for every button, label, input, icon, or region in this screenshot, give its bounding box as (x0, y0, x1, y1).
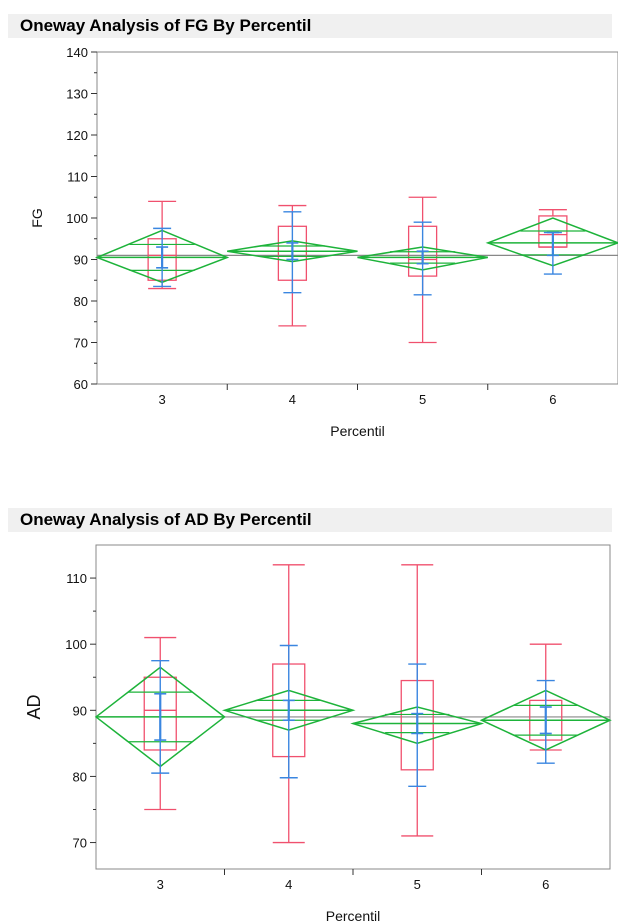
panel-title-ad: Oneway Analysis of AD By Percentil (20, 510, 312, 529)
plot-frame (96, 51, 618, 385)
x-tick-label: 4 (289, 392, 296, 407)
x-axis-label: Percentil (326, 908, 380, 922)
y-tick-label: 110 (67, 170, 88, 185)
y-tick-label: 120 (66, 128, 88, 143)
x-tick-label: 5 (414, 877, 421, 892)
x-tick-label: 4 (285, 877, 292, 892)
y-tick-label: 80 (73, 769, 87, 784)
x-tick-label: 3 (159, 392, 166, 407)
plot-frame (95, 544, 611, 870)
panel-header-fg: Oneway Analysis of FG By Percentil (8, 14, 612, 38)
y-tick-label: 130 (66, 87, 88, 102)
x-axis-label: Percentil (330, 423, 384, 439)
means-diamond (485, 217, 618, 267)
y-tick-label: 110 (66, 571, 87, 586)
y-axis-label: AD (24, 694, 44, 719)
y-axis-label: FG (29, 208, 45, 227)
x-tick-label: 6 (542, 877, 549, 892)
y-tick-label: 70 (73, 836, 87, 851)
ad-oneway-chart: 70 80 90 100 110 3 4 5 6 Percentil AD (24, 544, 612, 922)
y-tick-label: 90 (73, 703, 87, 718)
fg-oneway-chart: 60 70 80 90 100 110 120 130 140 3 4 5 6 Percentil FG (29, 45, 618, 439)
x-tick-label: 6 (549, 392, 556, 407)
panel-header-ad: Oneway Analysis of AD By Percentil (8, 508, 612, 532)
y-tick-label: 100 (66, 211, 88, 226)
y-tick-label: 90 (74, 253, 88, 268)
y-tick-label: 60 (74, 377, 88, 392)
x-tick-label: 3 (157, 877, 164, 892)
y-tick-label: 70 (74, 336, 88, 351)
y-tick-label: 100 (65, 637, 87, 652)
y-tick-label: 80 (74, 294, 88, 309)
y-tick-label: 140 (66, 45, 88, 60)
x-tick-label: 5 (419, 392, 426, 407)
panel-title-fg: Oneway Analysis of FG By Percentil (20, 16, 312, 35)
